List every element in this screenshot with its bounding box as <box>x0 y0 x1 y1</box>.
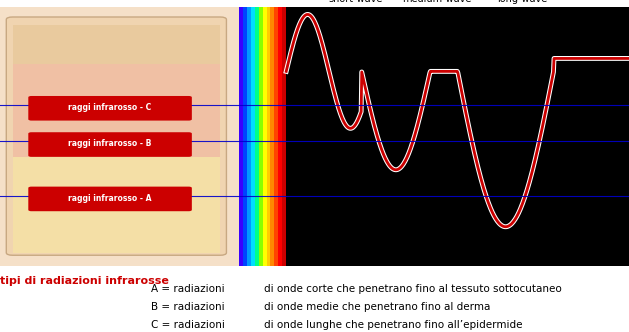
FancyBboxPatch shape <box>28 132 192 157</box>
Bar <box>267 7 270 266</box>
Text: long-wave: long-wave <box>497 0 547 4</box>
Bar <box>13 25 220 64</box>
Bar <box>251 7 255 266</box>
FancyBboxPatch shape <box>28 96 192 121</box>
Text: A = radiazioni: A = radiazioni <box>151 284 225 294</box>
Bar <box>274 7 278 266</box>
Text: di onde corte che penetrano fino al tessuto sottocutaneo: di onde corte che penetrano fino al tess… <box>264 284 562 294</box>
Bar <box>278 7 282 266</box>
Bar <box>282 7 286 266</box>
Text: raggi infrarosso - B: raggi infrarosso - B <box>69 139 152 148</box>
Text: tipi di radiazioni infrarosse: tipi di radiazioni infrarosse <box>0 276 169 286</box>
Text: raggi infrarosso - C: raggi infrarosso - C <box>69 103 152 112</box>
Bar <box>239 7 243 266</box>
Bar <box>286 7 629 266</box>
Text: di onde lunghe che penetrano fino all’epidermide: di onde lunghe che penetrano fino all’ep… <box>264 320 523 330</box>
Text: raggi infrarosso - A: raggi infrarosso - A <box>69 194 152 203</box>
Bar <box>13 157 220 253</box>
Bar <box>263 7 267 266</box>
Bar <box>0 7 239 266</box>
FancyBboxPatch shape <box>6 17 226 255</box>
Text: C = radiazioni: C = radiazioni <box>151 320 225 330</box>
Text: di onde medie che penetrano fino al derma: di onde medie che penetrano fino al derm… <box>264 302 491 312</box>
Text: medium-wave: medium-wave <box>403 0 472 4</box>
Bar <box>259 7 263 266</box>
Text: B = radiazioni: B = radiazioni <box>151 302 225 312</box>
Bar <box>243 7 247 266</box>
Bar <box>13 64 220 157</box>
Text: short-wave: short-wave <box>328 0 382 4</box>
FancyBboxPatch shape <box>28 187 192 211</box>
Bar <box>270 7 274 266</box>
Bar <box>255 7 259 266</box>
Bar <box>247 7 251 266</box>
